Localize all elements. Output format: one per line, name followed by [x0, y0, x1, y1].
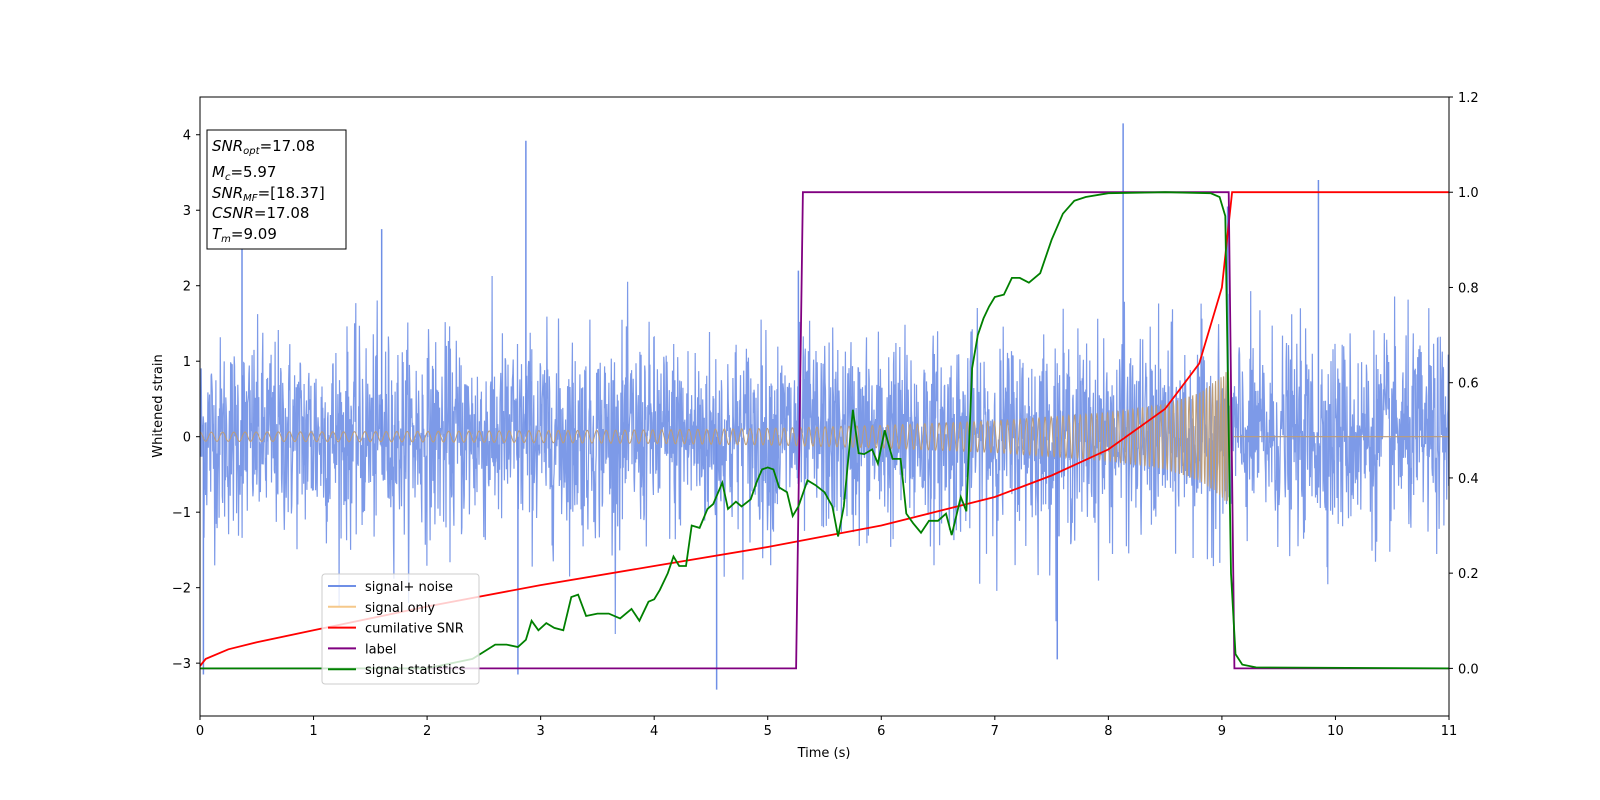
info-box-subscript: m [221, 234, 231, 245]
info-box-value: =17.08 [254, 204, 310, 222]
left-y-tick-label: 0 [183, 431, 191, 446]
info-box-symbol: CSNR [212, 204, 254, 222]
series-layer [200, 123, 1449, 690]
x-tick-label: 1 [309, 724, 317, 739]
info-box-subscript: c [225, 172, 231, 183]
plot-frame [199, 96, 1450, 717]
legend-label: label [365, 642, 396, 657]
info-box-line: SNRMF=[18.37] [212, 184, 325, 204]
x-tick-label: 8 [1104, 724, 1112, 739]
right-y-tick-label: 1.2 [1458, 91, 1479, 106]
x-tick-label: 11 [1441, 724, 1458, 739]
info-box-symbol: SNR [212, 184, 243, 202]
right-y-tick-label: 0.2 [1458, 567, 1479, 582]
info-box-line: Tm=9.09 [212, 225, 277, 245]
x-tick-label: 0 [196, 724, 204, 739]
right-y-tick-label: 0.0 [1458, 662, 1479, 677]
left-y-tick-label: −3 [172, 657, 191, 672]
legend: signal+ noise signal only cumilative SNR la… [321, 573, 480, 685]
left-y-tick-label: −2 [172, 582, 191, 597]
left-y-tick-label: −1 [172, 506, 191, 521]
info-box-value: =9.09 [231, 225, 277, 243]
right-y-tick-label: 0.8 [1458, 281, 1479, 296]
right-y-tick-label: 0.4 [1458, 472, 1479, 487]
info-box-line: CSNR=17.08 [212, 204, 309, 222]
info-box-subscript: opt [243, 146, 260, 157]
legend-label: signal+ noise [365, 580, 453, 595]
x-tick-label: 4 [650, 724, 658, 739]
left-y-tick-label: 3 [183, 204, 191, 219]
x-tick-label: 3 [536, 724, 544, 739]
x-axis: 0 1 2 3 4 5 6 7 8 9 10 11 [196, 716, 1457, 739]
right-y-axis: 0.0 0.2 0.4 0.6 0.8 1.0 1.2 [1449, 91, 1479, 677]
info-box-frame [206, 129, 347, 250]
left-y-axis: −3 −2 −1 0 1 2 3 4 [172, 129, 200, 672]
legend-label: signal statistics [365, 663, 466, 678]
info-box-subscript: MF [243, 193, 258, 204]
legend-label: cumilative SNR [365, 622, 464, 637]
info-box-symbol: SNR [212, 137, 243, 155]
info-box-symbol: T [212, 225, 223, 243]
info-box-line: Mc=5.97 [212, 163, 276, 183]
series-signal-statistics-line [200, 191, 1449, 670]
series-cumilative-snr-line [200, 191, 1449, 667]
info-box-value: =[18.37] [258, 184, 325, 202]
left-y-tick-label: 4 [183, 129, 191, 144]
y-axis-label: Whitened strain [151, 354, 166, 457]
x-tick-label: 2 [423, 724, 431, 739]
left-y-tick-label: 2 [183, 280, 191, 295]
info-box-symbol: M [212, 163, 225, 181]
x-axis-label: Time (s) [797, 746, 851, 761]
left-y-tick-label: 1 [183, 355, 191, 370]
info-box-line: SNRopt=17.08 [212, 137, 315, 157]
series-label-line [200, 191, 1449, 670]
legend-label: signal only [365, 601, 435, 616]
info-box-value: =17.08 [260, 137, 316, 155]
info-box-value: =5.97 [230, 163, 276, 181]
x-tick-label: 9 [1218, 724, 1226, 739]
x-tick-label: 5 [764, 724, 772, 739]
series-signal-only-line [200, 365, 1232, 505]
right-y-tick-label: 0.6 [1458, 377, 1479, 392]
info-box: SNRopt=17.08Mc=5.97SNRMF=[18.37]CSNR=17.… [206, 129, 347, 250]
x-tick-label: 7 [991, 724, 999, 739]
right-y-tick-label: 1.0 [1458, 186, 1479, 201]
x-tick-label: 6 [877, 724, 885, 739]
plot-area [199, 96, 1450, 717]
legend-frame [321, 573, 480, 685]
x-tick-label: 10 [1327, 724, 1344, 739]
